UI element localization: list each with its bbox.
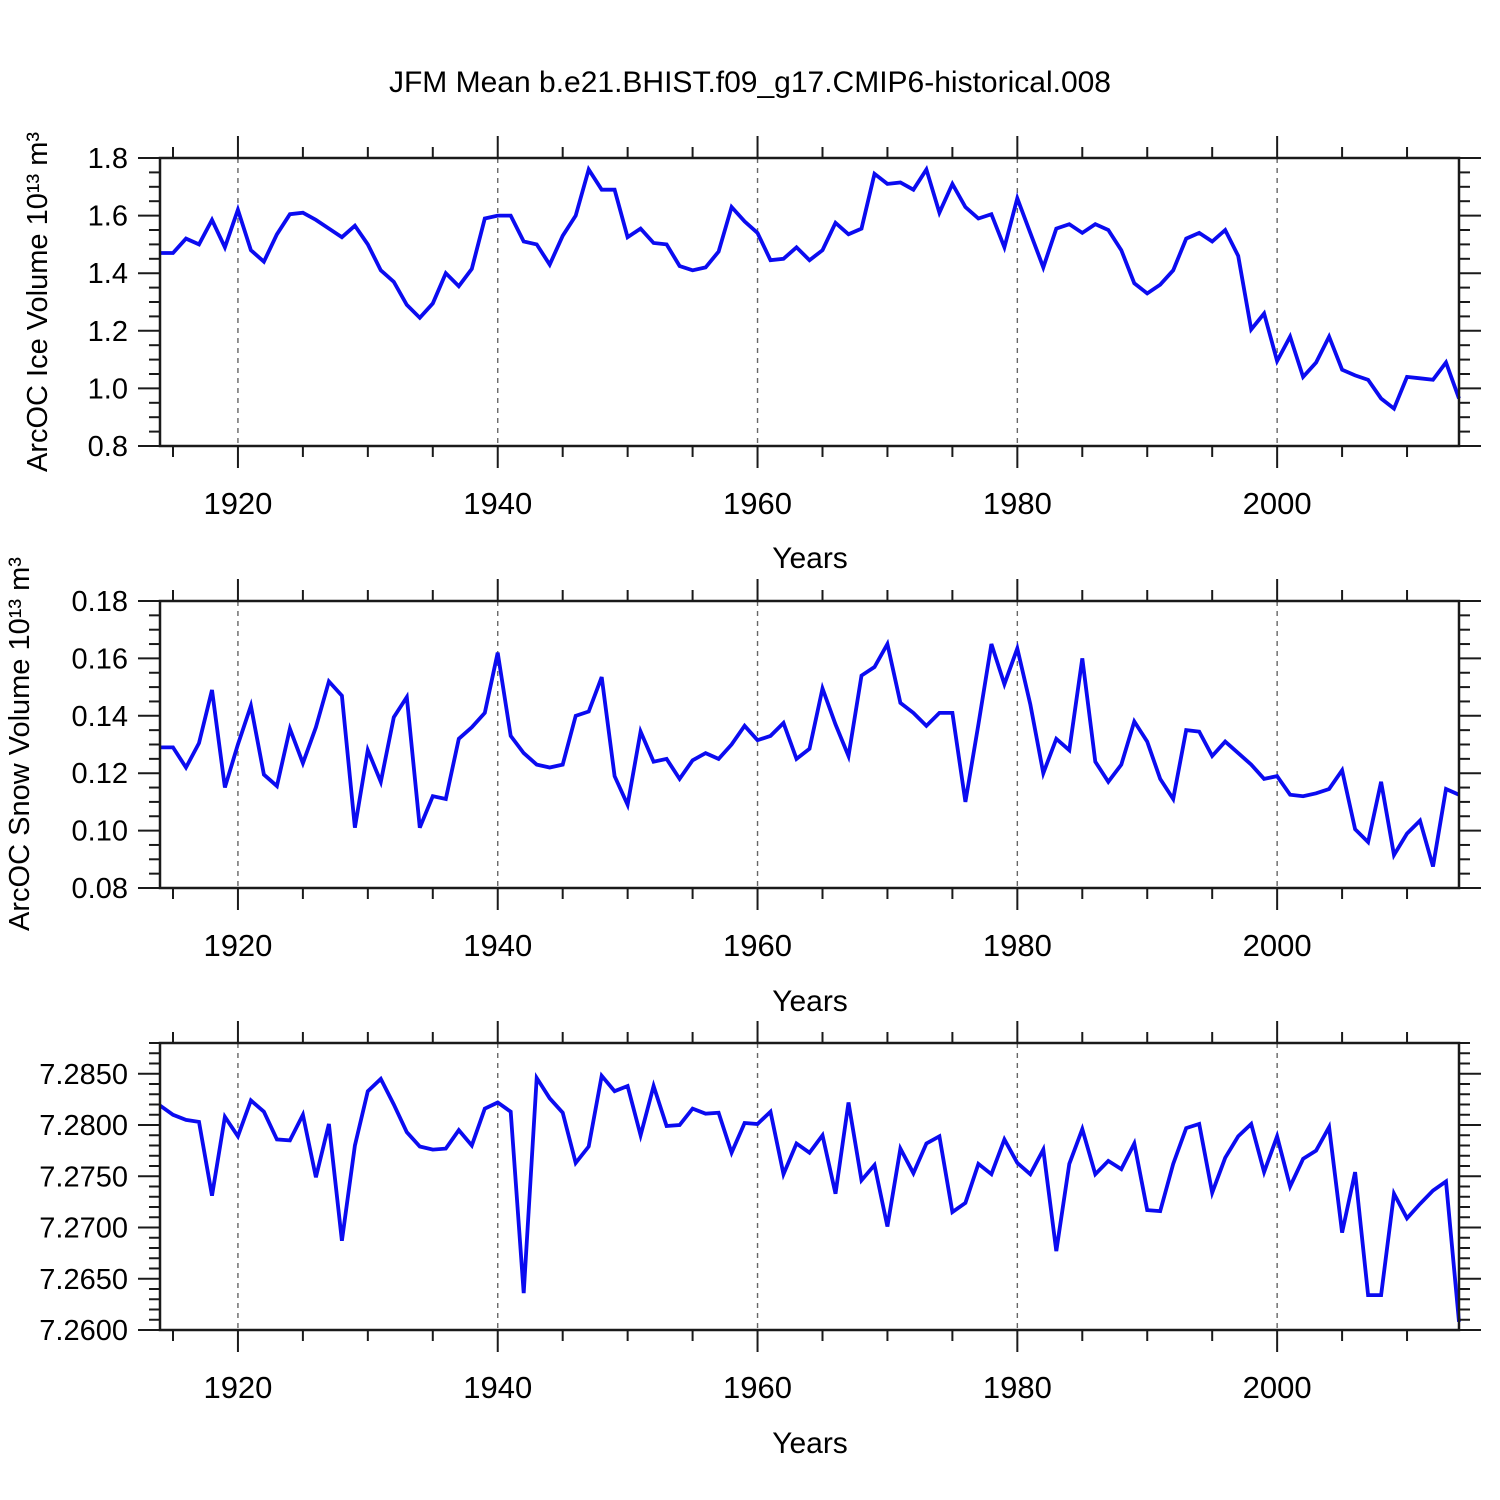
bottom-chart: 7.2600 7.2650 7.2700 7.2750 7.2800 7.2850 1920… <box>39 1021 1481 1405</box>
y-tick-label: 7.2700 <box>39 1213 128 1245</box>
snow-volume-x-axis-title: Years <box>772 985 848 1018</box>
y-tick-label: 7.2800 <box>39 1110 128 1142</box>
snow-volume-y-axis-title: ArcOC Snow Volume 10¹³ m³ <box>4 557 36 931</box>
y-tick-label: 0.12 <box>72 758 128 790</box>
plot-box <box>158 1041 1461 1332</box>
x-tick-label: 2000 <box>1243 928 1312 963</box>
y-tick-label: 7.2600 <box>39 1315 128 1347</box>
bottom-chart-x-axis-title: Years <box>772 1427 848 1460</box>
y-tick-label: 7.2650 <box>39 1264 128 1296</box>
page-title: JFM Mean b.e21.BHIST.f09_g17.CMIP6-histo… <box>388 66 1111 99</box>
y-tick-label: 0.16 <box>72 643 128 675</box>
ice-volume-chart: 0.8 1.0 1.2 1.4 1.6 1.8 1920 1940 1960 1980 2000 <box>88 136 1481 521</box>
x-tick-label: 1920 <box>203 928 272 963</box>
x-tick-label: 1980 <box>983 1370 1052 1405</box>
y-tick-label: 0.18 <box>72 586 128 618</box>
data-line <box>158 1071 1461 1322</box>
y-tick-label: 7.2850 <box>39 1059 128 1091</box>
x-tick-label: 1980 <box>983 928 1052 963</box>
x-tick-label: 1920 <box>203 1370 272 1405</box>
y-tick-label: 1.4 <box>88 258 128 290</box>
y-tick-label: 1.6 <box>88 201 128 233</box>
x-tick-label: 1980 <box>983 486 1052 521</box>
y-tick-label: 0.8 <box>88 431 128 463</box>
x-tick-label: 1940 <box>463 1370 532 1405</box>
x-tick-label: 1960 <box>723 486 792 521</box>
x-tick-label: 2000 <box>1243 1370 1312 1405</box>
plot-box <box>158 156 1461 448</box>
x-tick-label: 2000 <box>1243 486 1312 521</box>
y-tick-label: 7.2750 <box>39 1161 128 1193</box>
x-tick-label: 1940 <box>463 928 532 963</box>
y-tick-label: 1.0 <box>88 373 128 405</box>
x-tick-label: 1920 <box>203 486 272 521</box>
data-line <box>160 638 1460 868</box>
x-tick-label: 1960 <box>723 928 792 963</box>
y-tick-label: 0.14 <box>72 701 128 733</box>
x-tick-label: 1940 <box>463 486 532 521</box>
y-tick-label: 0.10 <box>72 816 128 848</box>
y-tick-label: 1.8 <box>88 143 128 175</box>
x-tick-label: 1960 <box>723 1370 792 1405</box>
ice-volume-x-axis-title: Years <box>772 542 848 575</box>
y-tick-label: 1.2 <box>88 316 128 348</box>
y-tick-label: 0.08 <box>72 873 128 905</box>
snow-volume-chart: 0.08 0.10 0.12 0.14 0.16 0.18 1920 1940 1960 1980… <box>72 579 1481 963</box>
data-line <box>160 164 1461 412</box>
